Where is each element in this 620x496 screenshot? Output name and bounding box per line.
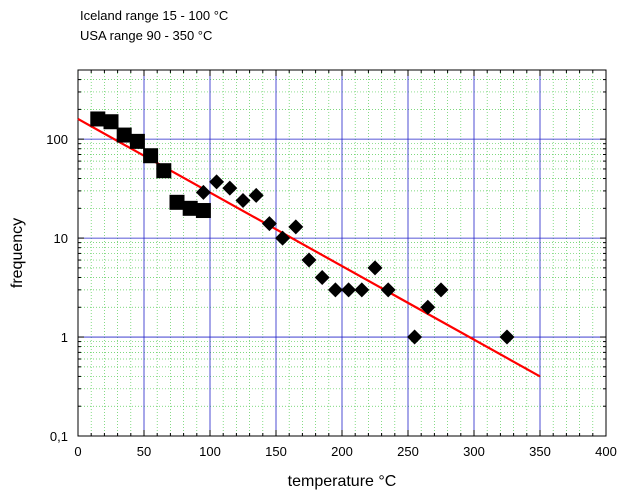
y-tick-label: 1 xyxy=(61,330,68,345)
diamond-marker xyxy=(288,219,304,235)
y-tick-label: 100 xyxy=(46,132,68,147)
diamond-marker xyxy=(433,282,449,298)
y-tick-labels: 0,1 1 10 100 xyxy=(46,132,68,444)
square-marker xyxy=(195,203,211,219)
diamond-marker xyxy=(275,230,291,246)
diamond-marker xyxy=(195,184,211,200)
x-tick-label: 400 xyxy=(595,444,617,459)
annotation-iceland-range: Iceland range 15 - 100 °C xyxy=(80,8,229,23)
y-axis-label: frequency xyxy=(9,218,26,288)
x-tick-label: 150 xyxy=(265,444,287,459)
diamond-marker xyxy=(499,329,515,345)
square-marker xyxy=(169,194,185,210)
diamond-marker xyxy=(380,282,396,298)
square-marker xyxy=(116,127,132,143)
diamond-marker xyxy=(235,192,251,208)
square-marker xyxy=(156,163,172,179)
square-marker xyxy=(182,200,198,216)
x-tick-label: 250 xyxy=(397,444,419,459)
diamond-marker xyxy=(420,299,436,315)
x-tick-label: 50 xyxy=(137,444,151,459)
x-tick-label: 200 xyxy=(331,444,353,459)
diamond-marker xyxy=(407,329,423,345)
diamond-marker xyxy=(248,187,264,203)
x-tick-label: 300 xyxy=(463,444,485,459)
data-markers xyxy=(90,111,515,345)
square-marker xyxy=(129,133,145,149)
diamond-marker xyxy=(341,282,357,298)
annotation-usa-range: USA range 90 - 350 °C xyxy=(80,28,213,43)
diamond-marker xyxy=(327,282,343,298)
diamond-marker xyxy=(209,174,225,190)
x-tick-label: 100 xyxy=(199,444,221,459)
y-tick-label: 10 xyxy=(54,231,68,246)
diamond-marker xyxy=(222,180,238,196)
x-tick-label: 350 xyxy=(529,444,551,459)
x-axis-label: temperature °C xyxy=(288,473,397,490)
diamond-marker xyxy=(314,269,330,285)
square-marker xyxy=(103,114,119,130)
square-marker xyxy=(90,111,106,127)
y-tick-label: 0,1 xyxy=(50,429,68,444)
diamond-marker xyxy=(367,260,383,276)
x-tick-label: 0 xyxy=(74,444,81,459)
x-tick-labels: 0 50 100 150 200 250 300 350 400 xyxy=(74,444,616,459)
axis-ticks xyxy=(77,69,607,437)
diamond-marker xyxy=(301,252,317,268)
diamond-marker xyxy=(261,216,277,232)
major-grid xyxy=(78,70,606,436)
square-marker xyxy=(143,148,159,164)
diamond-marker xyxy=(354,282,370,298)
